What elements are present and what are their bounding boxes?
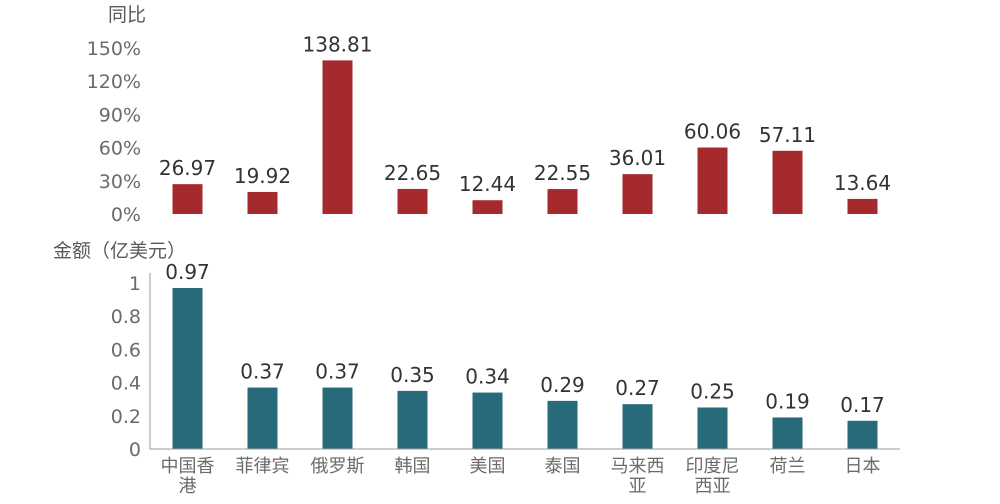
yoy-y-tick-label: 60% [99, 138, 141, 160]
yoy-data-label: 22.65 [384, 161, 441, 185]
yoy-data-label: 12.44 [459, 172, 516, 196]
amount-data-label: 0.37 [315, 360, 360, 384]
amount-data-label: 0.97 [165, 260, 210, 284]
yoy-data-label: 57.11 [759, 123, 816, 147]
yoy-data-label: 22.55 [534, 161, 591, 185]
yoy-bar [172, 184, 203, 214]
yoy-data-label: 26.97 [159, 156, 216, 180]
yoy-y-tick-label: 0% [111, 204, 141, 226]
amount-category-label: 韩国 [395, 456, 431, 477]
yoy-axis-label: 同比 [108, 4, 146, 26]
amount-category-label: 印度尼西亚 [686, 456, 740, 497]
amount-bar [322, 387, 353, 449]
amount-data-label: 0.17 [840, 393, 885, 417]
amount-data-label: 0.25 [690, 380, 735, 404]
yoy-bar [322, 60, 353, 214]
yoy-y-tick-label: 30% [99, 171, 141, 193]
amount-category-label: 俄罗斯 [311, 456, 365, 477]
yoy-y-tick-label: 150% [87, 38, 141, 60]
yoy-bar [622, 174, 653, 214]
amount-bar [397, 390, 428, 449]
yoy-bar [547, 189, 578, 214]
amount-category-label: 泰国 [545, 456, 581, 477]
amount-y-tick-label: 0.2 [111, 406, 141, 428]
amount-data-label: 0.19 [765, 389, 810, 413]
amount-bar [172, 287, 203, 449]
yoy-y-tick-label: 90% [99, 104, 141, 126]
amount-data-label: 0.34 [465, 365, 510, 389]
yoy-bar [472, 200, 503, 214]
amount-category-label: 马来西亚 [611, 456, 665, 497]
amount-category-label: 荷兰 [770, 456, 806, 477]
amount-y-tick-label: 1 [129, 273, 141, 295]
amount-category-label: 菲律宾 [236, 456, 290, 477]
amount-category-label: 中国香港 [161, 456, 215, 497]
amount-chart: 金额（亿美元） 0 0.2 0.4 0.6 0.8 1 0.97 0.37 0.37 0.35 0.… [53, 240, 900, 497]
amount-category-label: 美国 [470, 456, 506, 477]
yoy-bar [397, 188, 428, 214]
amount-bar [622, 404, 653, 449]
yoy-data-label: 138.81 [303, 32, 373, 56]
amount-category-label: 日本 [845, 456, 881, 477]
yoy-bar [247, 191, 278, 214]
amount-bar [847, 420, 878, 449]
amount-bar [247, 387, 278, 449]
amount-bar [472, 392, 503, 449]
amount-axis-label: 金额（亿美元） [53, 240, 186, 262]
amount-y-tick-label: 0 [129, 439, 141, 461]
yoy-bar [772, 150, 803, 214]
yoy-chart: 同比 0% 30% 60% 90% 120% 150% 26.97 19.92 138.81 22… [87, 4, 891, 226]
amount-bar [697, 407, 728, 449]
yoy-bar [847, 198, 878, 214]
amount-data-label: 0.35 [390, 363, 435, 387]
yoy-data-label: 19.92 [234, 164, 291, 188]
amount-data-label: 0.37 [240, 360, 285, 384]
amount-data-label: 0.29 [540, 373, 585, 397]
amount-bar [547, 400, 578, 449]
amount-y-tick-label: 0.4 [111, 373, 141, 395]
amount-data-label: 0.27 [615, 376, 660, 400]
amount-y-tick-label: 0.8 [111, 306, 141, 328]
yoy-data-label: 36.01 [609, 146, 666, 170]
yoy-y-tick-label: 120% [87, 71, 141, 93]
yoy-data-label: 13.64 [834, 171, 891, 195]
amount-bar [772, 417, 803, 449]
amount-y-tick-label: 0.6 [111, 339, 141, 361]
yoy-data-label: 60.06 [684, 120, 741, 144]
yoy-bar [697, 147, 728, 214]
